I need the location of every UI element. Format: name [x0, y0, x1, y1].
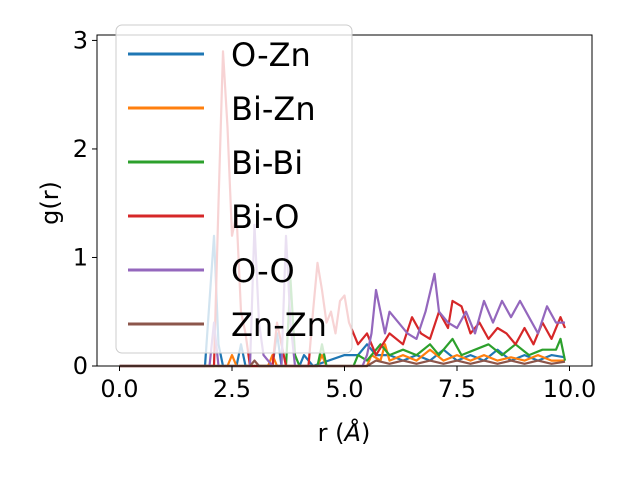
y-tick-label: 1 — [73, 243, 88, 271]
x-tick-label: 0.0 — [100, 375, 138, 403]
x-tick-label: 5.0 — [325, 375, 363, 403]
x-axis-label-prefix: r ( — [318, 419, 345, 447]
y-axis-label: g(r) — [36, 181, 64, 225]
ticks-layer: 0.0 2.5 5.0 7.5 10.0 0 1 2 3 — [73, 26, 597, 403]
x-axis-label-unit: Å — [343, 418, 361, 447]
x-tick-label: 7.5 — [438, 375, 476, 403]
y-tick-label: 2 — [73, 135, 88, 163]
legend-box — [115, 24, 353, 354]
x-tick-label: 10.0 — [543, 375, 596, 403]
x-axis-label: r (Å) — [318, 418, 371, 447]
x-tick-label: 2.5 — [213, 375, 251, 403]
legend-label: Bi-Zn — [231, 90, 316, 128]
legend-label: O-Zn — [231, 36, 311, 74]
legend-label: O-O — [231, 252, 295, 290]
legend-label: Bi-Bi — [231, 144, 303, 182]
y-tick-label: 0 — [73, 352, 88, 380]
y-tick-label: 3 — [73, 26, 88, 54]
legend: O-Zn Bi-Zn Bi-Bi Bi-O O-O Zn-Zn — [115, 24, 353, 354]
legend-label: Bi-O — [231, 198, 299, 236]
legend-label: Zn-Zn — [231, 306, 327, 344]
x-axis-label-suffix: ) — [361, 419, 370, 447]
